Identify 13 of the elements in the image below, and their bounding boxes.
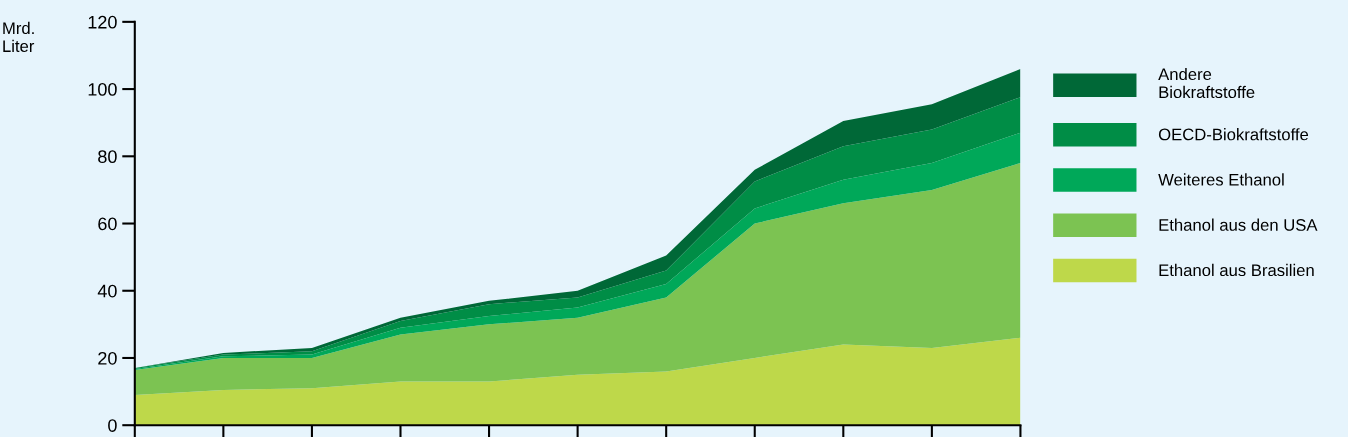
legend-label: Weiteres Ethanol	[1158, 173, 1284, 186]
legend-label: Ethanol aus den USA	[1159, 218, 1318, 231]
y-tick-label: 80	[98, 150, 117, 164]
legend-label: Ethanol aus Brasilien	[1159, 263, 1314, 277]
y-axis-title: Mrd. Liter	[3, 21, 35, 53]
y-tick-label: 0	[108, 419, 117, 432]
legend-label: OECD-Biokraftstoffe	[1158, 128, 1309, 141]
y-tick-label: 40	[97, 284, 117, 298]
y-tick-label: 20	[98, 351, 117, 365]
y-tick-label: 100	[88, 83, 117, 96]
legend-label: Andere Biokraftstoffe	[1158, 67, 1255, 99]
y-tick-label: 60	[98, 217, 117, 231]
y-tick-label: 120	[88, 15, 117, 29]
